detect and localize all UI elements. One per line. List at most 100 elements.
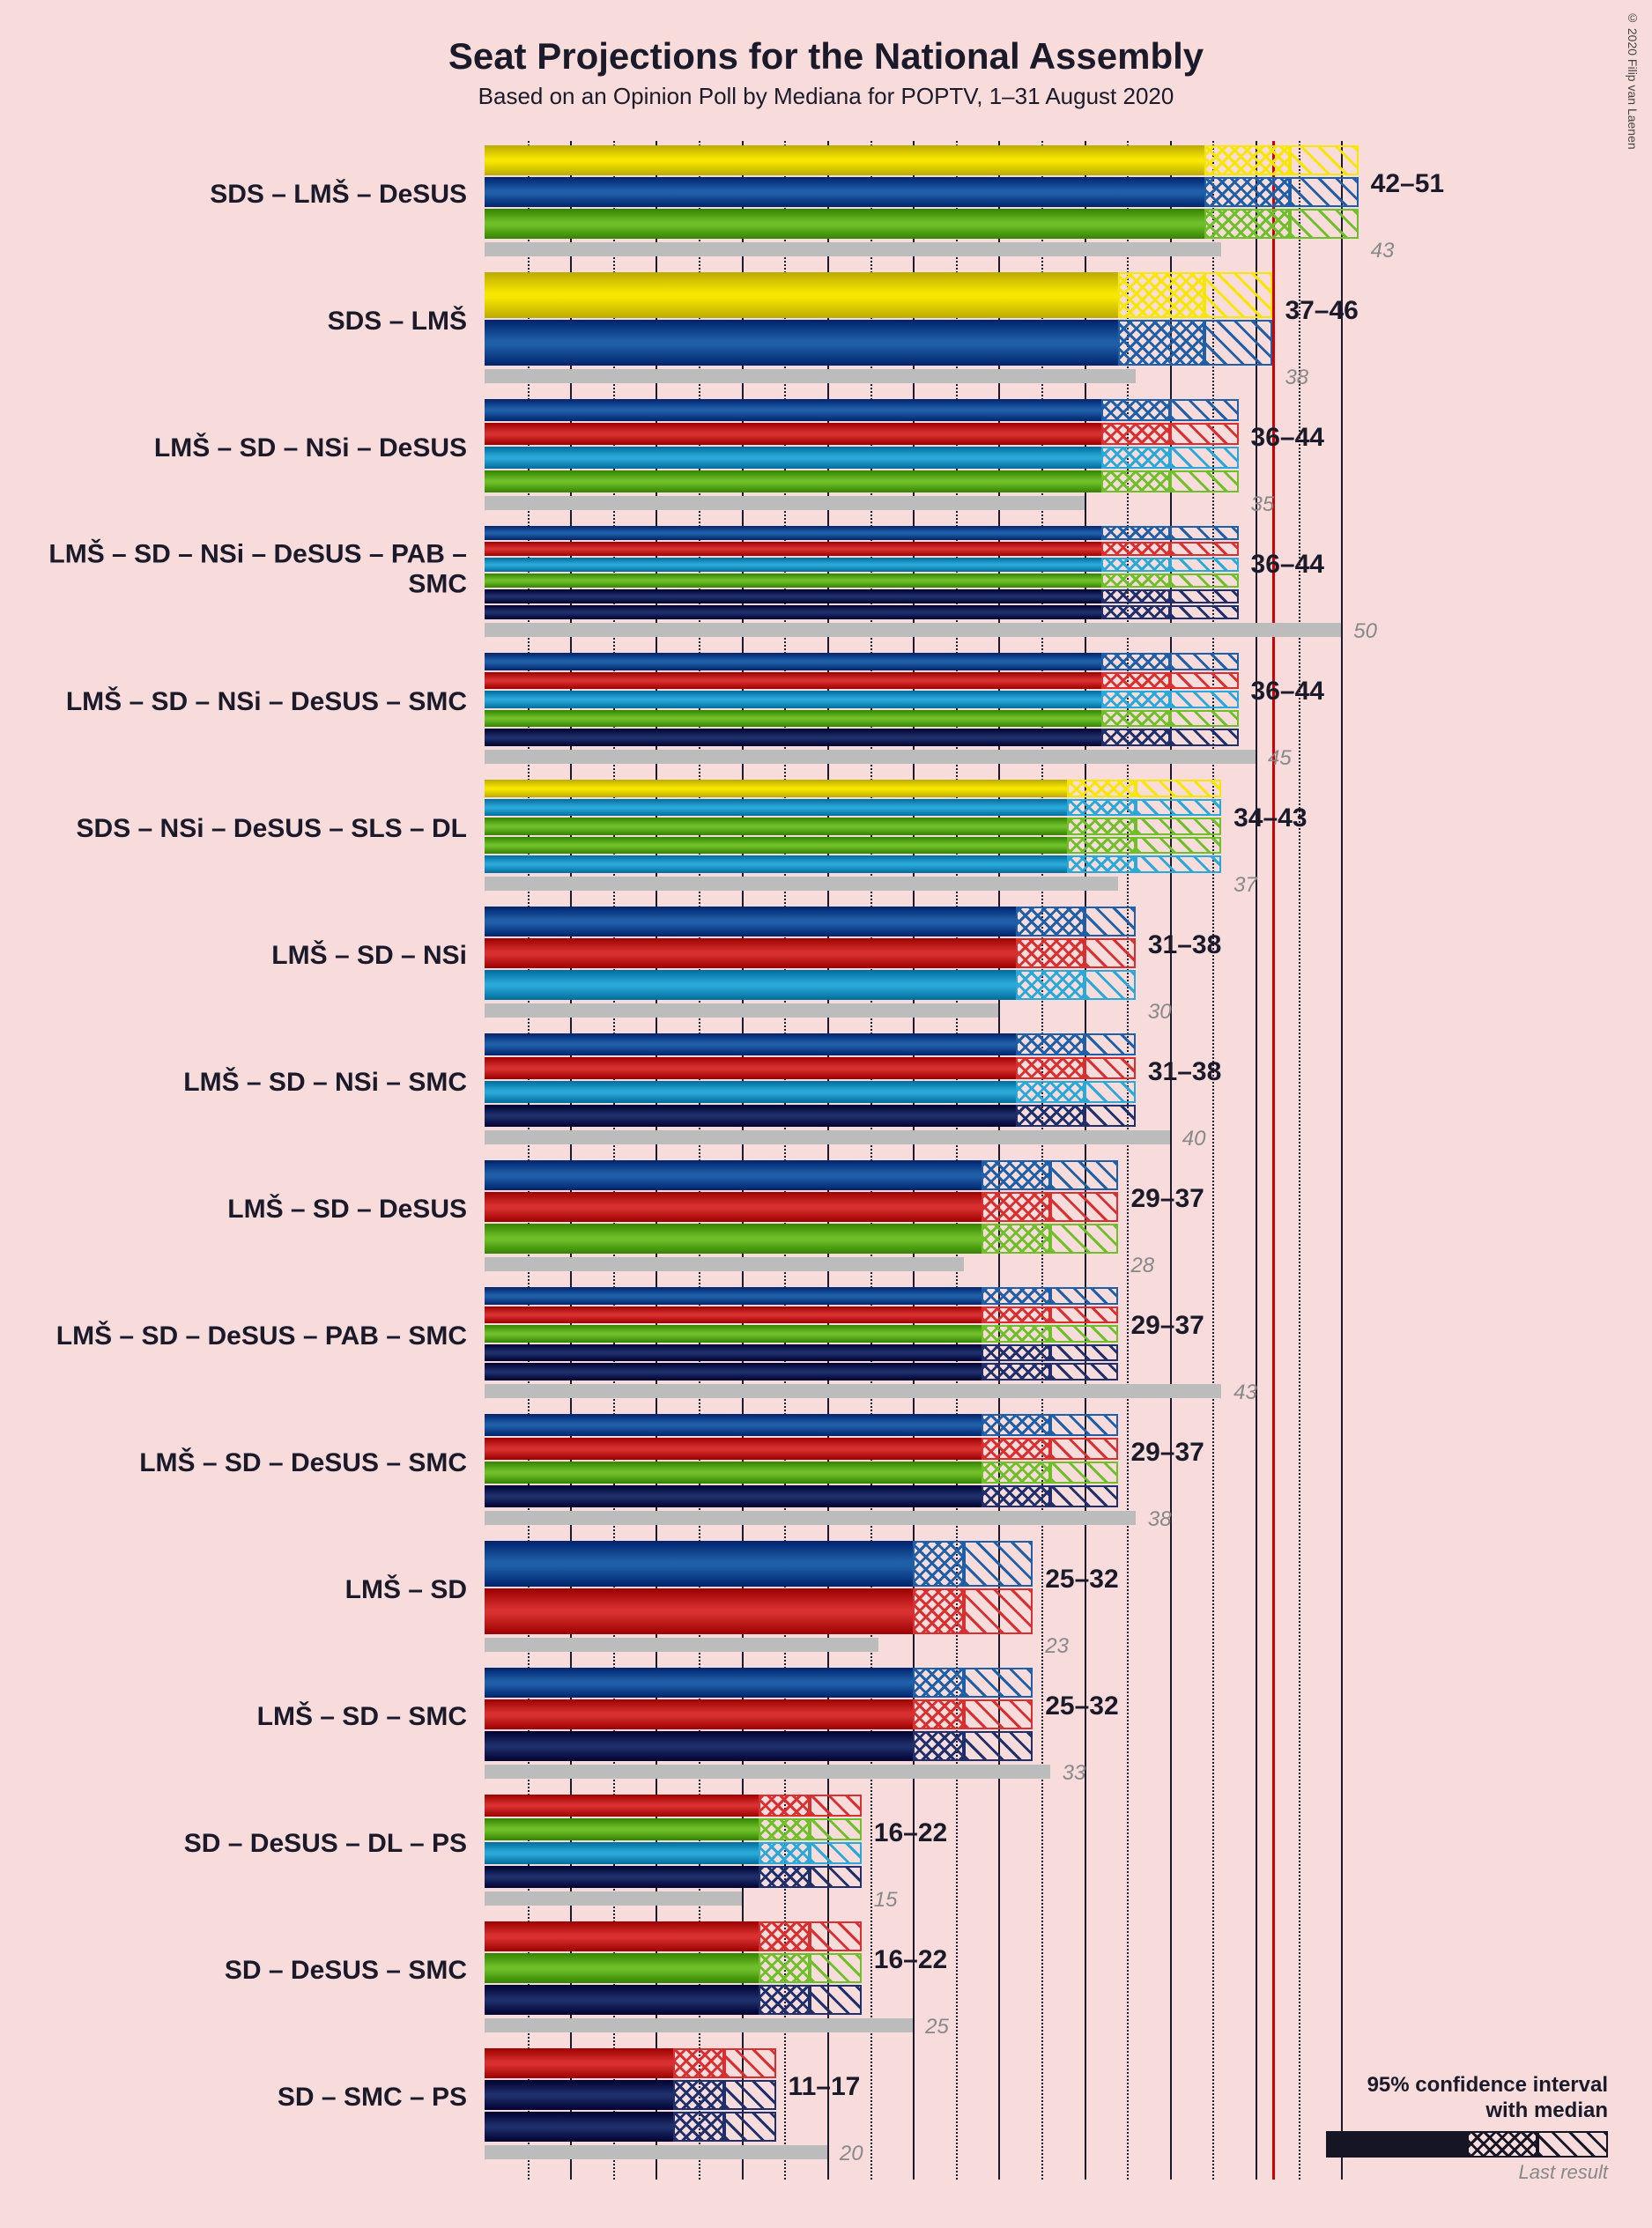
ci-low-segment [1101,653,1170,670]
ci-high-segment [1136,780,1221,797]
range-label: 36–44 [1251,550,1324,580]
last-result-bar [485,1130,1170,1144]
last-result-label: 50 [1353,619,1377,644]
coalition-row: LMŠ – SD – SMC25–3233 [485,1668,1489,1779]
ci-low-segment [1016,1105,1085,1127]
coalition-row: SDS – LMŠ37–4638 [485,272,1489,383]
ci-high-segment [1136,818,1221,835]
legend-solid-bar [1326,2131,1467,2158]
bar-stripe [485,1306,982,1324]
ci-low-segment [759,1818,810,1840]
last-result-label: 15 [874,1888,898,1913]
bar-stripe [485,542,1101,556]
ci-low-segment [982,1485,1050,1507]
coalition-label: LMŠ – SD – NSi – DeSUS – SMC [26,687,467,717]
ci-high-segment [1204,272,1273,318]
bar-stripe [485,1842,759,1864]
range-label: 25–32 [1045,1565,1118,1595]
ci-low-segment [913,1588,964,1634]
last-result-label: 28 [1130,1254,1154,1278]
ci-high-segment [1170,526,1239,540]
last-result-label: 40 [1182,1127,1206,1151]
last-result-bar [485,496,1085,510]
ci-high-segment [1170,470,1239,492]
ci-low-segment [982,1160,1050,1190]
ci-high-segment [810,1866,861,1888]
last-result-label: 38 [1285,366,1308,390]
bar-stripe [485,1057,1016,1079]
bar-stripe [485,710,1101,728]
bar-stripe [485,1438,982,1460]
ci-low-segment [1118,272,1204,318]
last-result-bar [485,1765,1050,1779]
last-result-label: 20 [840,2142,863,2166]
ci-high-segment [1170,423,1239,445]
ci-low-segment [982,1287,1050,1305]
ci-low-segment [759,1795,810,1817]
ci-high-segment [1050,1363,1119,1380]
ci-low-segment [1101,672,1170,690]
ci-low-segment [913,1731,964,1761]
ci-high-segment [1170,447,1239,469]
ci-low-segment [1016,1033,1085,1055]
last-result-bar [485,623,1341,637]
legend-title-line2: with median [1485,2098,1608,2122]
ci-low-segment [1067,799,1136,817]
bar-stripe [485,145,1204,175]
ci-low-segment [1016,938,1085,968]
ci-low-segment [1204,145,1290,175]
ci-high-segment [1085,1057,1136,1079]
bar-stripe [485,1985,759,2015]
coalition-row: LMŠ – SD – DeSUS – SMC29–3738 [485,1414,1489,1525]
ci-low-segment [759,1921,810,1951]
last-result-label: 25 [925,2015,949,2039]
bar-stripe [485,1541,913,1587]
ci-high-segment [1050,1438,1119,1460]
bar-stripe [485,1462,982,1484]
bar-stripe [485,272,1118,318]
ci-high-segment [964,1588,1033,1634]
ci-low-segment [1204,177,1290,207]
last-result-label: 38 [1148,1507,1172,1532]
bar-stripe [485,1224,982,1254]
ci-high-segment [810,1953,861,1983]
range-label: 11–17 [789,2072,861,2102]
ci-high-segment [724,2112,775,2142]
coalition-row: SD – DeSUS – SMC16–2225 [485,1921,1489,2032]
ci-high-segment [964,1699,1033,1729]
ci-low-segment [673,2112,724,2142]
bar-stripe [485,1818,759,1840]
ci-low-segment [1067,780,1136,797]
last-result-label: 43 [1233,1380,1257,1405]
bar-stripe [485,1921,759,1951]
bar-stripe [485,423,1101,445]
last-result-bar [485,1384,1221,1398]
bar-stripe [485,1287,982,1305]
ci-high-segment [1050,1414,1119,1436]
last-result-label: 33 [1063,1761,1086,1786]
legend-ci-left [1467,2131,1537,2158]
last-result-bar [485,877,1118,891]
ci-high-segment [810,1985,861,2015]
last-result-label: 45 [1268,746,1292,771]
bar-stripe [485,1795,759,1817]
coalition-row: SDS – NSi – DeSUS – SLS – DL34–4337 [485,780,1489,891]
ci-high-segment [964,1731,1033,1761]
bar-stripe [485,1668,913,1698]
last-result-bar [485,1638,878,1652]
last-result-label: 43 [1371,239,1395,263]
ci-low-segment [759,1866,810,1888]
ci-high-segment [1290,209,1359,239]
chart-title: Seat Projections for the National Assemb… [26,35,1626,78]
ci-high-segment [1050,1287,1119,1305]
bar-stripe [485,1325,982,1343]
bar-stripe [485,1414,982,1436]
ci-low-segment [673,2048,724,2078]
ci-high-segment [964,1541,1033,1587]
range-label: 16–22 [874,1818,947,1848]
chart-container: © 2020 Filip van Laenen Seat Projections… [0,0,1652,2228]
ci-high-segment [1050,1462,1119,1484]
ci-high-segment [1050,1325,1119,1343]
ci-high-segment [810,1842,861,1864]
legend-bar [1326,2131,1608,2158]
